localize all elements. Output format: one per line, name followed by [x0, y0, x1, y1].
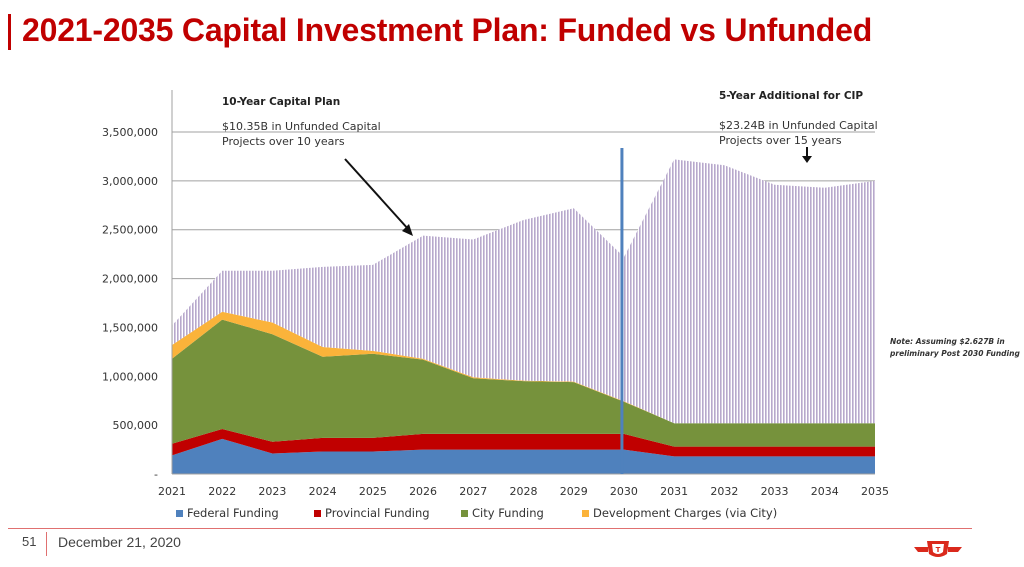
area-dev — [172, 311, 875, 424]
x-tick-label: 2035 — [861, 485, 889, 498]
legend-item-federal: Federal Funding — [176, 506, 279, 520]
x-tick-label: 2030 — [610, 485, 638, 498]
x-tick-label: 2027 — [459, 485, 487, 498]
area-city — [172, 319, 875, 447]
right-annotation-line2: Projects over 15 years — [719, 134, 842, 147]
x-tick-label: 2026 — [409, 485, 437, 498]
legend-swatch-dev — [582, 510, 589, 517]
x-tick-label: 2032 — [710, 485, 738, 498]
left-annotation-line2: Projects over 10 years — [222, 135, 345, 148]
y-tick-label: 2,500,000 — [102, 224, 158, 237]
x-tick-label: 2029 — [560, 485, 588, 498]
right-annotation-line1: $23.24B in Unfunded Capital — [719, 119, 878, 132]
ttc-logo-icon: T — [914, 541, 962, 557]
legend-label-city: City Funding — [472, 506, 544, 520]
y-tick-label: 3,000,000 — [102, 175, 158, 188]
legend-item-provincial: Provincial Funding — [314, 506, 430, 520]
axes — [171, 90, 875, 475]
y-tick-label: 1,000,000 — [102, 370, 158, 383]
svg-text:T: T — [936, 546, 941, 554]
left-annotation-line1: $10.35B in Unfunded Capital — [222, 120, 381, 133]
x-tick-labels: 2021 2022 2023 2024 2025 2026 2027 2028 2029 2030… — [158, 485, 889, 498]
legend-swatch-federal — [176, 510, 183, 517]
page-number: 51 — [22, 534, 37, 549]
legend-item-city: City Funding — [461, 506, 544, 520]
x-tick-label: 2022 — [208, 485, 236, 498]
right-arrow-head-icon — [802, 156, 812, 163]
footer-separator — [46, 532, 47, 556]
x-tick-label: 2033 — [761, 485, 789, 498]
right-annotation-heading: 5-Year Additional for CIP — [719, 90, 864, 102]
y-tick-label: 3,500,000 — [102, 126, 158, 139]
x-tick-label: 2024 — [309, 485, 337, 498]
legend-swatch-city — [461, 510, 468, 517]
legend-swatch-provincial — [314, 510, 321, 517]
x-tick-label: 2025 — [359, 485, 387, 498]
x-tick-label: 2028 — [510, 485, 538, 498]
legend-label-dev: Development Charges (via City) — [593, 506, 778, 520]
x-tick-label: 2023 — [258, 485, 286, 498]
y-tick-label: 500,000 — [113, 419, 159, 432]
y-tick-label: 2,000,000 — [102, 273, 158, 286]
area-unfunded — [172, 159, 875, 424]
y-tick-labels: - 500,000 1,000,000 1,500,000 2,000,000 2,500… — [102, 126, 158, 481]
x-tick-label: 2021 — [158, 485, 186, 498]
left-annotation-heading: 10-Year Capital Plan — [222, 96, 341, 108]
left-annotation-arrow — [344, 158, 410, 231]
y-tick-label: 1,500,000 — [102, 321, 158, 334]
x-tick-label: 2034 — [811, 485, 839, 498]
x-tick-label: 2031 — [660, 485, 688, 498]
area-provincial — [172, 429, 875, 457]
legend-label-provincial: Provincial Funding — [325, 506, 430, 520]
legend-label-federal: Federal Funding — [187, 506, 279, 520]
area-federal — [172, 438, 875, 474]
funding-note: Note: Assuming $2.627B in preliminary Po… — [890, 337, 1020, 358]
left-arrow-head-icon — [402, 224, 413, 236]
legend-item-dev: Development Charges (via City) — [582, 506, 777, 520]
slide-title: 2021-2035 Capital Investment Plan: Funde… — [22, 12, 873, 48]
y-tick-label: - — [154, 468, 158, 481]
area-series — [172, 159, 875, 474]
footer-date: December 21, 2020 — [58, 534, 181, 550]
title-accent-bar — [8, 14, 11, 50]
chart-legend: Federal Funding Provincial Funding City … — [0, 506, 1024, 524]
footer-divider — [8, 528, 972, 529]
